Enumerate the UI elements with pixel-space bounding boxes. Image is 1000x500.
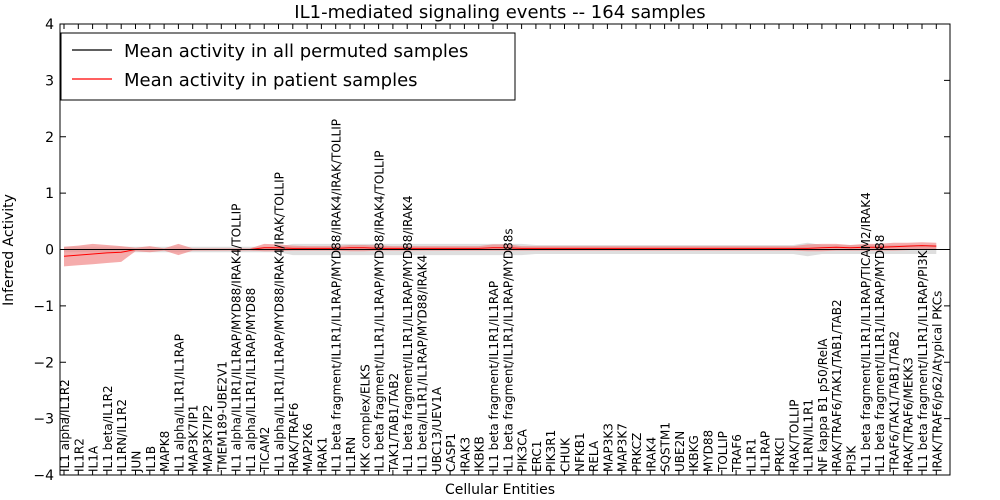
y-tick-label: −3 bbox=[33, 412, 54, 428]
legend: Mean activity in all permuted samples Me… bbox=[60, 32, 516, 101]
x-tick-label: TMEM189-UBE2V1 bbox=[215, 361, 229, 473]
plot-frame bbox=[59, 23, 951, 476]
x-tick-label: JUN bbox=[130, 451, 144, 473]
x-tick-label: IL1 alpha/IL1R1/IL1RAP/MYD88/IRAK4/IRAK/… bbox=[273, 172, 287, 472]
x-tick-label: IL1 beta fragment/IL1R1/IL1RAP/MYD88/IRA… bbox=[401, 195, 415, 472]
x-tick-label: IL1 beta fragment/IL1R1/IL1RAP bbox=[487, 281, 501, 472]
y-axis-label: Inferred Activity bbox=[1, 194, 17, 306]
legend-label-permuted: Mean activity in all permuted samples bbox=[124, 41, 468, 62]
x-tick-label: CHUK bbox=[559, 437, 573, 472]
x-tick-label: NF kappa B1 p50/RelA bbox=[816, 338, 830, 472]
x-tick-label: IL1 beta fragment/IL1R1/IL1RAP/MYD88/IRA… bbox=[330, 119, 344, 472]
chart-title: IL1-mediated signaling events -- 164 sam… bbox=[294, 2, 705, 23]
x-tick-label: MAP2K6 bbox=[301, 423, 315, 472]
x-tick-label: IL1 alpha/IL1R1/IL1RAP/MYD88 bbox=[244, 288, 258, 472]
x-tick-label: MAP3K7IP2 bbox=[201, 405, 215, 472]
x-tick-label: IKBKB bbox=[473, 436, 487, 472]
x-tick-label: IL1B bbox=[144, 446, 158, 472]
x-tick-label: IL1RN/IL1R1 bbox=[802, 399, 816, 472]
x-tick-label: IL1 alpha/IL1R2 bbox=[58, 379, 72, 472]
x-tick-label: ERC1 bbox=[530, 441, 544, 472]
x-tick-label: MAP3K7IP1 bbox=[187, 405, 201, 472]
x-tick-label: PI3K bbox=[845, 445, 859, 472]
confidence-bands bbox=[64, 242, 937, 267]
y-tick-label: 1 bbox=[45, 186, 54, 202]
x-tick-label: IRAK/TRAF6/p62/Atypical PKCs bbox=[930, 291, 944, 472]
y-tick-label: 4 bbox=[45, 17, 54, 33]
x-tick-label: IRAK/TRAF6/TAK1/TAB1/TAB2 bbox=[830, 299, 844, 472]
x-tick-label: IRAK1 bbox=[315, 437, 329, 472]
x-tick-label: IRAK/TRAF6 bbox=[287, 403, 301, 472]
y-tick-label: 2 bbox=[45, 130, 54, 146]
x-tick-label: PIK3CA bbox=[516, 428, 530, 472]
x-tick-label: IL1RAP bbox=[759, 431, 773, 472]
x-tick-label: IL1R1 bbox=[744, 438, 758, 472]
x-tick-label: MAP3K7 bbox=[616, 423, 630, 472]
x-tick-label: IL1 beta fragment/IL1R1/IL1RAP/TICAM2/IR… bbox=[859, 192, 873, 472]
x-tick-label: IL1 beta/IL1R1/IL1RAP/MYD88/IRAK4 bbox=[416, 255, 430, 472]
x-tick-label: IL1RN/IL1R2 bbox=[115, 399, 129, 472]
x-tick-label: CASP1 bbox=[444, 433, 458, 472]
y-tick-label: −1 bbox=[33, 299, 54, 315]
x-tick-label: IL1 beta fragment/IL1R1/IL1RAP/MYD88 bbox=[873, 235, 887, 472]
x-tick-label: NFKB1 bbox=[573, 432, 587, 472]
x-axis-label: Cellular Entities bbox=[445, 482, 555, 498]
x-tick-label: IL1 beta fragment/IL1R1/IL1RAP/MYD88/IRA… bbox=[373, 151, 387, 472]
legend-box bbox=[60, 32, 516, 101]
y-tick-label: −2 bbox=[33, 355, 54, 371]
x-tick-label: TOLLIP bbox=[716, 431, 730, 473]
x-tick-labels: IL1 alpha/IL1R2 IL1R2 IL1A IL1 beta/IL1R2 IL… bbox=[58, 119, 944, 473]
x-tick-label: TAK1/TAB1/TAB2 bbox=[387, 373, 401, 473]
x-tick-label: IRAK/TRAF6/MEKK3 bbox=[902, 357, 916, 472]
x-tick-label: MAPK8 bbox=[158, 431, 172, 472]
x-tick-label: IL1 alpha/IL1R1/IL1RAP bbox=[172, 334, 186, 472]
x-tick-label: TRAF6 bbox=[730, 434, 744, 473]
x-tick-label: MAP3K3 bbox=[601, 423, 615, 472]
x-tick-label: IKK complex/ELKS bbox=[358, 364, 372, 472]
y-tick-label: 3 bbox=[45, 73, 54, 89]
x-tick-label: RELA bbox=[587, 440, 601, 472]
y-tick-label: 0 bbox=[45, 243, 54, 259]
x-tick-label: PRKCZ bbox=[630, 433, 644, 472]
x-tick-label: IL1 beta fragment/IL1R1/IL1RAP/PI3K bbox=[916, 249, 930, 472]
x-tick-label: IRAK/TOLLIP bbox=[787, 400, 801, 472]
legend-label-patient: Mean activity in patient samples bbox=[124, 70, 418, 91]
x-tick-label: IRAK4 bbox=[644, 437, 658, 472]
x-tick-label: PRKCI bbox=[773, 437, 787, 472]
x-tick-label: IL1R2 bbox=[72, 438, 86, 472]
x-tick-label: IRAK3 bbox=[458, 437, 472, 472]
x-tick-label: TRAF6/TAK1/TAB1/TAB2 bbox=[887, 331, 901, 473]
x-tick-label: IKBKG bbox=[687, 435, 701, 472]
axis-ticks: 4 3 2 1 0 −1 −2 −3 −4 bbox=[33, 17, 950, 484]
x-tick-label: MYD88 bbox=[702, 430, 716, 472]
x-tick-label: TICAM2 bbox=[258, 427, 272, 473]
x-tick-label: IL1 beta fragment/IL1R1/IL1RAP/MYD88s bbox=[501, 228, 515, 472]
x-tick-label: IL1A bbox=[87, 445, 101, 472]
x-tick-label: IL1RN bbox=[344, 437, 358, 472]
x-tick-label: UBC13/UEV1A bbox=[430, 386, 444, 472]
x-tick-label: PIK3R1 bbox=[544, 430, 558, 472]
x-tick-label: UBE2N bbox=[673, 431, 687, 472]
x-tick-label: IL1 alpha/IL1R1/IL1RAP/MYD88/IRAK4/TOLLI… bbox=[230, 204, 244, 472]
y-tick-label: −4 bbox=[33, 468, 54, 484]
x-tick-label: SQSTM1 bbox=[659, 422, 673, 472]
x-tick-label: IL1 beta/IL1R2 bbox=[101, 385, 115, 472]
